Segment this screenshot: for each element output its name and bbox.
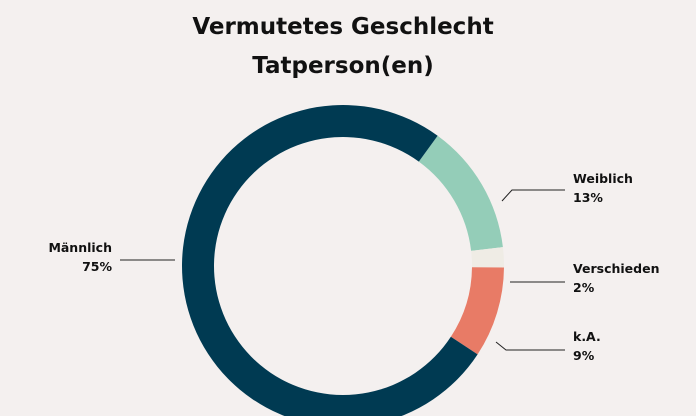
category-label: k.A. bbox=[573, 329, 601, 344]
chart-title: Vermutetes Geschlecht bbox=[192, 14, 493, 40]
leader-line bbox=[495, 341, 565, 351]
slice bbox=[418, 135, 503, 251]
category-label: Verschieden bbox=[573, 261, 659, 276]
slice bbox=[182, 105, 478, 416]
leader-line bbox=[501, 189, 565, 202]
slice bbox=[471, 247, 504, 268]
category-label: Weiblich bbox=[573, 171, 633, 186]
category-label: Männlich bbox=[48, 240, 112, 255]
value-label: 13% bbox=[573, 190, 603, 205]
slice bbox=[450, 267, 504, 355]
donut bbox=[182, 105, 504, 416]
chart-title: Tatperson(en) bbox=[252, 53, 434, 79]
value-label: 9% bbox=[573, 348, 595, 363]
value-label: 2% bbox=[573, 280, 595, 295]
value-label: 75% bbox=[82, 259, 112, 274]
labels: Weiblich 13% Verschieden 2% k.A. 9% Männlich 75… bbox=[48, 171, 659, 363]
